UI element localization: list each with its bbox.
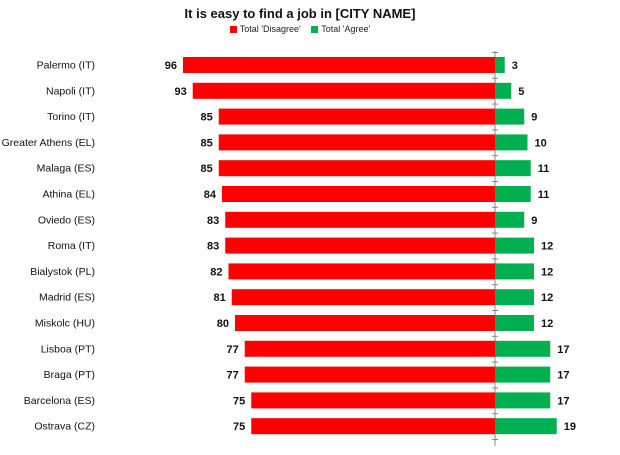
legend: Total 'Disagree' Total 'Agree' bbox=[0, 24, 600, 34]
legend-swatch-agree bbox=[311, 26, 319, 34]
bar-disagree bbox=[228, 263, 495, 280]
bar-agree bbox=[495, 392, 551, 409]
bar-disagree bbox=[222, 186, 495, 202]
data-label-disagree: 85 bbox=[201, 137, 213, 149]
data-label-agree: 17 bbox=[557, 344, 569, 356]
data-label-disagree: 84 bbox=[204, 189, 217, 201]
legend-item-agree: Total 'Agree' bbox=[311, 24, 370, 34]
bar-agree bbox=[495, 289, 534, 306]
category-label: Roma (IT) bbox=[48, 240, 95, 252]
category-label: Bialystok (PL) bbox=[30, 266, 95, 278]
category-label: Madrid (ES) bbox=[39, 292, 95, 304]
bar-agree bbox=[495, 366, 551, 383]
category-label: Oviedo (ES) bbox=[38, 214, 95, 226]
bar-agree bbox=[495, 211, 525, 228]
data-label-disagree: 85 bbox=[201, 112, 213, 124]
data-label-agree: 12 bbox=[541, 241, 553, 253]
bar-disagree bbox=[235, 315, 495, 331]
bar-agree bbox=[495, 315, 534, 331]
bar-disagree bbox=[225, 237, 495, 254]
data-label-agree: 11 bbox=[538, 163, 550, 175]
bar-agree bbox=[495, 160, 531, 177]
bar-agree bbox=[495, 186, 531, 202]
bar-agree bbox=[495, 340, 551, 357]
data-label-disagree: 77 bbox=[227, 344, 239, 356]
data-label-agree: 17 bbox=[557, 395, 569, 407]
bar-disagree bbox=[251, 392, 495, 409]
legend-item-disagree: Total 'Disagree' bbox=[229, 24, 301, 34]
data-label-agree: 12 bbox=[541, 292, 553, 304]
bar-agree bbox=[495, 237, 534, 254]
bar-agree bbox=[495, 263, 534, 280]
chart-title: It is easy to find a job in [CITY NAME] bbox=[184, 6, 416, 21]
data-label-agree: 3 bbox=[512, 60, 518, 72]
bar-disagree bbox=[225, 211, 495, 228]
data-label-disagree: 96 bbox=[165, 60, 177, 72]
bar-disagree bbox=[183, 57, 495, 73]
bar-agree bbox=[495, 57, 505, 73]
bar-disagree bbox=[218, 108, 495, 125]
data-label-agree: 9 bbox=[531, 215, 537, 227]
bar-agree bbox=[495, 108, 525, 125]
bar-disagree bbox=[218, 160, 495, 177]
category-label: Athina (EL) bbox=[42, 189, 95, 201]
bar-disagree bbox=[244, 340, 495, 357]
data-label-disagree: 81 bbox=[214, 292, 226, 304]
category-label: Miskolc (HU) bbox=[35, 318, 95, 330]
data-label-disagree: 80 bbox=[217, 318, 229, 330]
category-label: Napoli (IT) bbox=[46, 85, 95, 97]
legend-label-disagree: Total 'Disagree' bbox=[239, 24, 301, 34]
data-label-disagree: 93 bbox=[175, 86, 187, 98]
legend-swatch-disagree bbox=[229, 26, 237, 34]
bar-agree bbox=[495, 82, 512, 99]
data-label-agree: 5 bbox=[518, 86, 524, 98]
data-label-agree: 19 bbox=[564, 421, 576, 433]
data-label-disagree: 83 bbox=[207, 241, 219, 253]
bar-disagree bbox=[192, 82, 495, 99]
data-label-agree: 11 bbox=[538, 189, 550, 201]
data-label-agree: 17 bbox=[557, 370, 569, 382]
category-label: Barcelona (ES) bbox=[24, 395, 95, 407]
data-label-agree: 10 bbox=[535, 137, 547, 149]
data-label-disagree: 82 bbox=[210, 266, 222, 278]
data-label-disagree: 75 bbox=[233, 395, 245, 407]
data-label-disagree: 83 bbox=[207, 215, 219, 227]
category-label: Malaga (ES) bbox=[37, 163, 95, 175]
category-label: Palermo (IT) bbox=[37, 60, 95, 72]
data-label-disagree: 77 bbox=[227, 370, 239, 382]
category-label: Lisboa (PT) bbox=[41, 343, 95, 355]
data-label-disagree: 75 bbox=[233, 421, 245, 433]
data-label-agree: 12 bbox=[541, 318, 553, 330]
category-label: Torino (IT) bbox=[47, 111, 95, 123]
bar-agree bbox=[495, 134, 528, 151]
category-label: Braga (PT) bbox=[44, 369, 95, 381]
data-label-agree: 9 bbox=[531, 112, 537, 124]
data-label-agree: 12 bbox=[541, 266, 553, 278]
bar-disagree bbox=[244, 366, 495, 383]
data-label-disagree: 85 bbox=[201, 163, 213, 175]
legend-label-agree: Total 'Agree' bbox=[321, 24, 371, 34]
category-label: Greater Athens (EL) bbox=[2, 137, 95, 149]
bar-disagree bbox=[218, 134, 495, 151]
bar-agree bbox=[495, 418, 557, 435]
bar-disagree bbox=[231, 289, 495, 306]
category-label: Ostrava (CZ) bbox=[34, 421, 95, 433]
bar-disagree bbox=[251, 418, 495, 435]
